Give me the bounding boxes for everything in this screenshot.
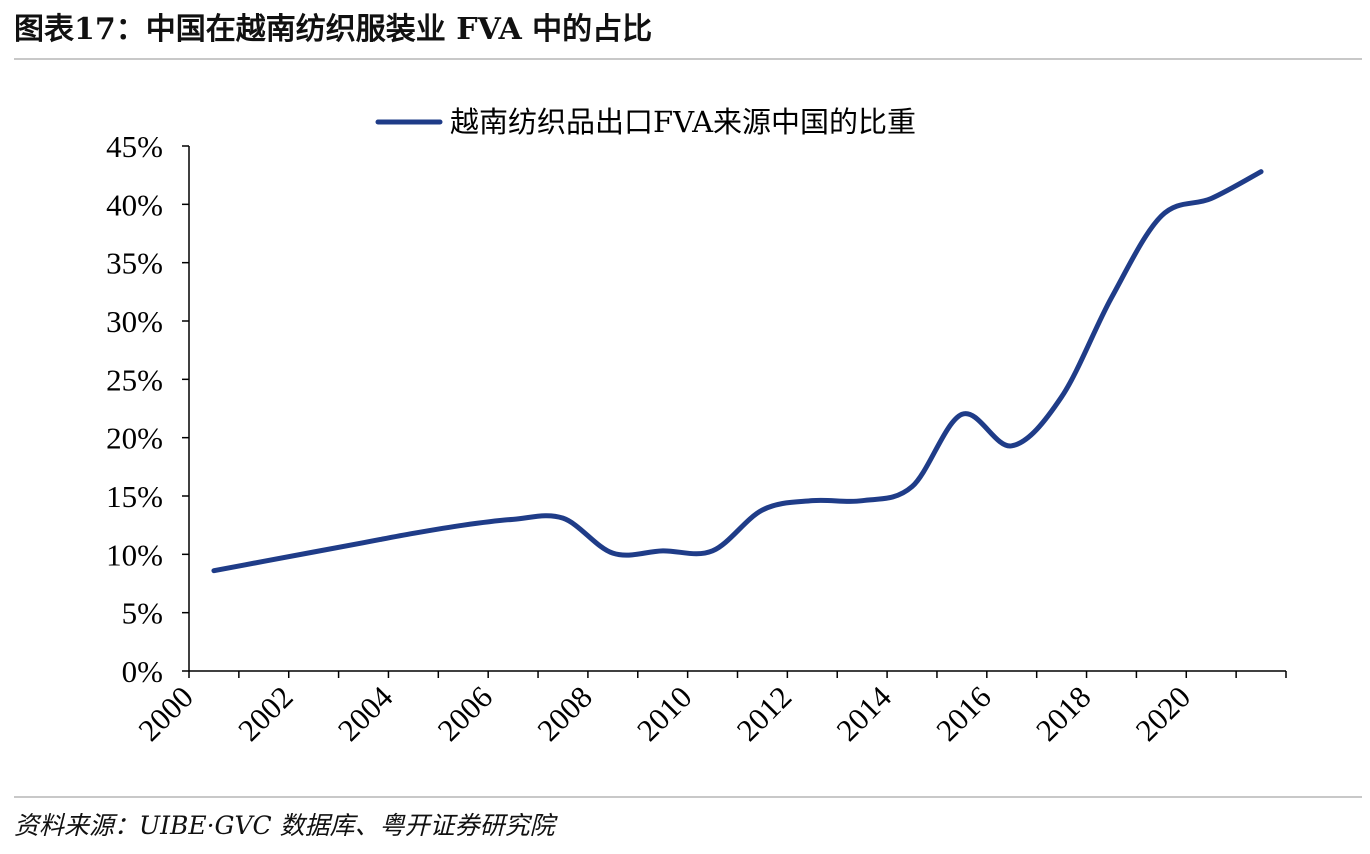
y-tick-label: 20% xyxy=(106,421,163,456)
figure-title: 图表17：中国在越南纺织服装业 FVA 中的占比 xyxy=(14,12,653,47)
title-divider xyxy=(14,58,1362,60)
y-tick-label: 40% xyxy=(106,187,163,222)
x-tick-label: 2018 xyxy=(1029,679,1098,748)
y-tick-label: 35% xyxy=(106,246,163,281)
y-tick-label: 45% xyxy=(106,129,163,164)
x-tick-label: 2010 xyxy=(630,679,699,748)
x-tick-label: 2012 xyxy=(730,679,799,748)
y-tick-label: 30% xyxy=(106,304,163,339)
x-axis: 2000 2002 2004 2006 2008 2010 2012 2014 2016 2018… xyxy=(131,670,1287,748)
y-tick-label: 0% xyxy=(122,654,163,689)
footer-divider xyxy=(14,796,1362,798)
x-tick-label: 2014 xyxy=(829,679,898,748)
y-tick-label: 5% xyxy=(122,596,163,631)
x-tick-label: 2000 xyxy=(131,679,200,748)
x-tick-label: 2006 xyxy=(431,679,500,748)
series-line xyxy=(211,169,1264,574)
x-tick-label: 2004 xyxy=(331,679,400,748)
y-axis: 0% 5% 10% 15% 20% 25% 30% 35% 40% 45% xyxy=(106,129,190,689)
series-layer xyxy=(211,169,1264,574)
legend-label: 越南纺织品出口FVA来源中国的比重 xyxy=(450,105,916,139)
source-note: 资料来源：UIBE·GVC 数据库、粤开证券研究院 xyxy=(14,811,555,840)
legend: 越南纺织品出口FVA来源中国的比重 xyxy=(375,105,916,139)
x-tick-label: 2016 xyxy=(929,679,998,748)
x-tick-label: 2002 xyxy=(231,679,300,748)
x-tick-label: 2008 xyxy=(530,679,599,748)
y-tick-label: 10% xyxy=(106,537,163,572)
x-tick-label: 2020 xyxy=(1129,679,1198,748)
y-tick-label: 15% xyxy=(106,479,163,514)
y-tick-label: 25% xyxy=(106,362,163,397)
